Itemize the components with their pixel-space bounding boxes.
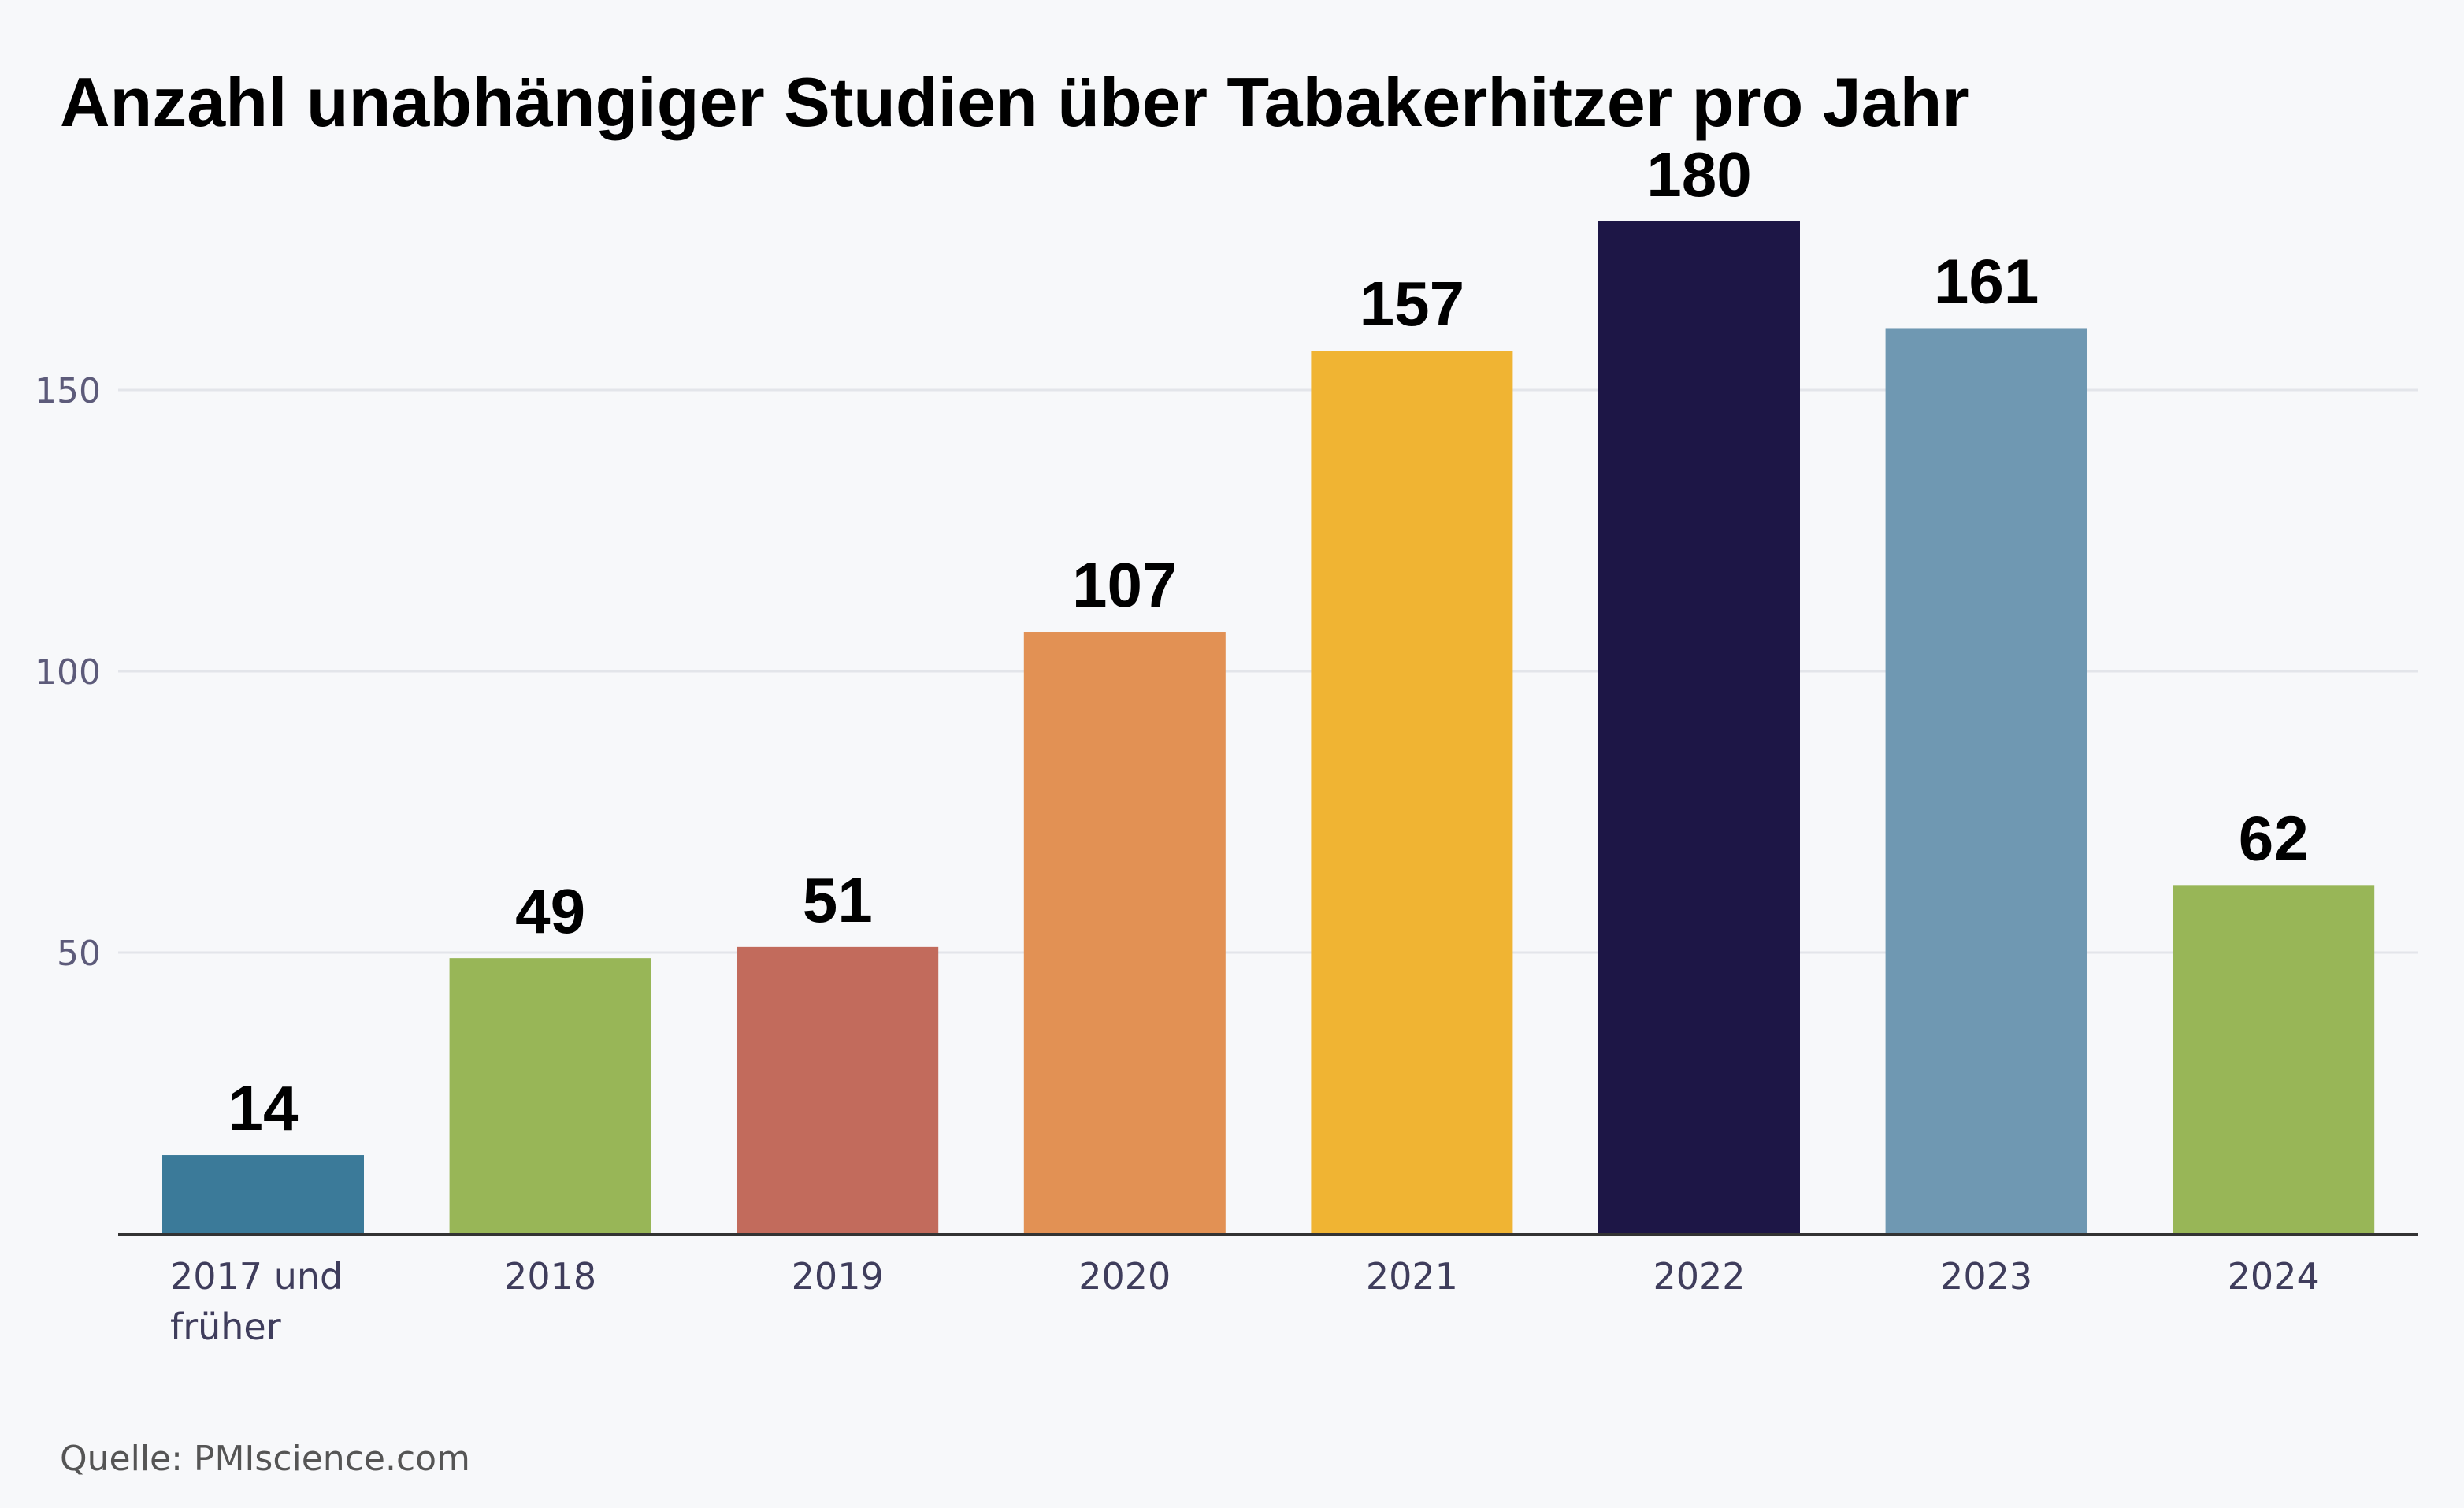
bar bbox=[2173, 885, 2375, 1234]
y-tick-label: 150 bbox=[35, 371, 101, 411]
x-tick-label: 2019 bbox=[792, 1255, 884, 1298]
bar bbox=[1598, 221, 1800, 1234]
bar bbox=[1885, 328, 2087, 1235]
x-tick-label: 2022 bbox=[1653, 1255, 1745, 1298]
bar bbox=[449, 958, 651, 1234]
data-label: 157 bbox=[1360, 269, 1464, 339]
data-label: 51 bbox=[803, 865, 873, 935]
data-label: 161 bbox=[1934, 246, 2039, 316]
x-tick-label: 2020 bbox=[1078, 1255, 1171, 1298]
x-tick-label: 2021 bbox=[1366, 1255, 1458, 1298]
chart-title: Anzahl unabhängiger Studien über Tabaker… bbox=[60, 63, 1969, 141]
source-note: Quelle: PMIscience.com bbox=[60, 1439, 470, 1479]
data-label: 180 bbox=[1646, 139, 1751, 210]
bar bbox=[1311, 351, 1513, 1234]
x-tick-label: 2018 bbox=[504, 1255, 596, 1298]
x-tick-label: 2017 und bbox=[170, 1255, 343, 1298]
x-tick-label: 2024 bbox=[2228, 1255, 2320, 1298]
data-label: 62 bbox=[2239, 803, 2309, 873]
y-tick-label: 100 bbox=[35, 652, 101, 693]
x-tick-label: 2023 bbox=[1940, 1255, 2032, 1298]
bar bbox=[737, 946, 939, 1234]
bar bbox=[162, 1155, 364, 1234]
data-label: 49 bbox=[515, 876, 585, 946]
data-label: 14 bbox=[228, 1073, 299, 1143]
x-tick-label-line2: früher bbox=[170, 1306, 281, 1348]
bar bbox=[1023, 632, 1226, 1234]
data-label: 107 bbox=[1072, 550, 1177, 620]
y-tick-label: 50 bbox=[57, 934, 101, 974]
